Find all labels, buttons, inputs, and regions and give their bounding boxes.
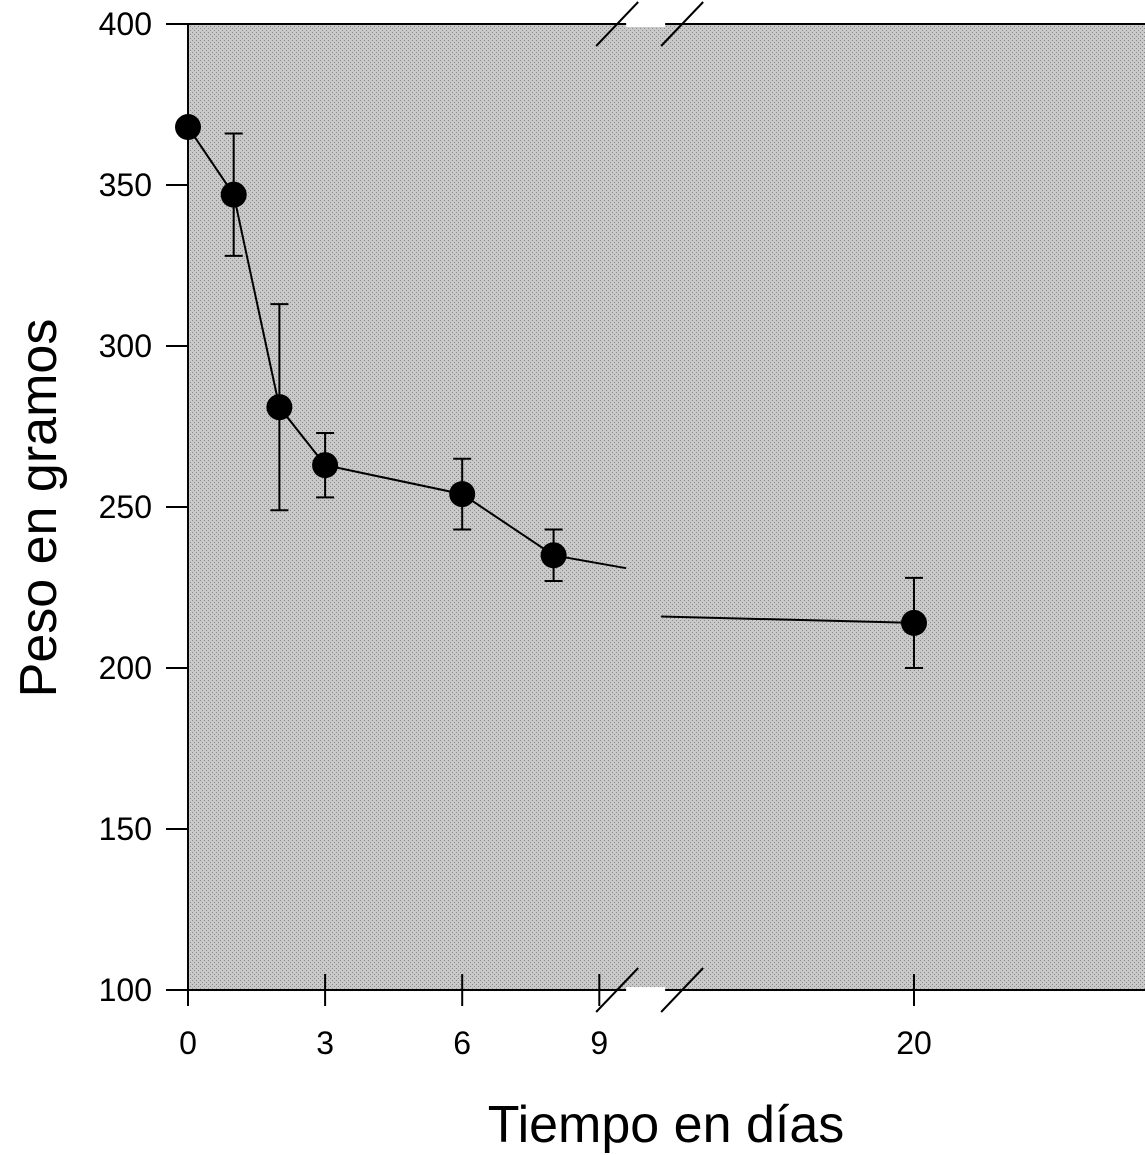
data-point-5 [540,542,567,569]
data-point-0 [175,114,201,141]
plot-area [188,24,1145,990]
axis-break-mark-top-1 [595,1,639,47]
axis-break-mark-bottom-2 [660,967,704,1013]
y-tick-label-300: 300 [99,328,152,364]
x-axis-title: Tiempo en días [488,1096,844,1154]
x-tick-label-0: 0 [179,1025,197,1061]
data-point-2 [266,394,293,421]
axis-break-mark-bottom-1 [595,967,639,1013]
y-tick-label-200: 200 [99,650,152,686]
x-tick-label-9: 9 [590,1025,608,1061]
data-point-1 [220,181,247,208]
y-tick-label-350: 350 [99,167,152,203]
x-tick-label-6: 6 [453,1025,471,1061]
axis-break-gap-bottom [626,987,666,993]
data-point-6 [901,609,927,636]
y-tick-label-400: 400 [99,6,152,42]
data-point-4 [449,481,476,508]
data-point-3 [312,452,339,479]
y-tick-label-100: 100 [99,972,152,1008]
y-tick-label-250: 250 [99,489,152,525]
axis-break-gap-top [626,21,666,27]
y-tick-label-150: 150 [99,811,152,847]
x-tick-label-20: 20 [896,1025,932,1061]
axis-break-mark-top-2 [660,1,704,47]
x-tick-label-3: 3 [316,1025,334,1061]
y-axis-title: Peso en gramos [10,319,68,698]
series-line-segment-2 [661,615,915,624]
